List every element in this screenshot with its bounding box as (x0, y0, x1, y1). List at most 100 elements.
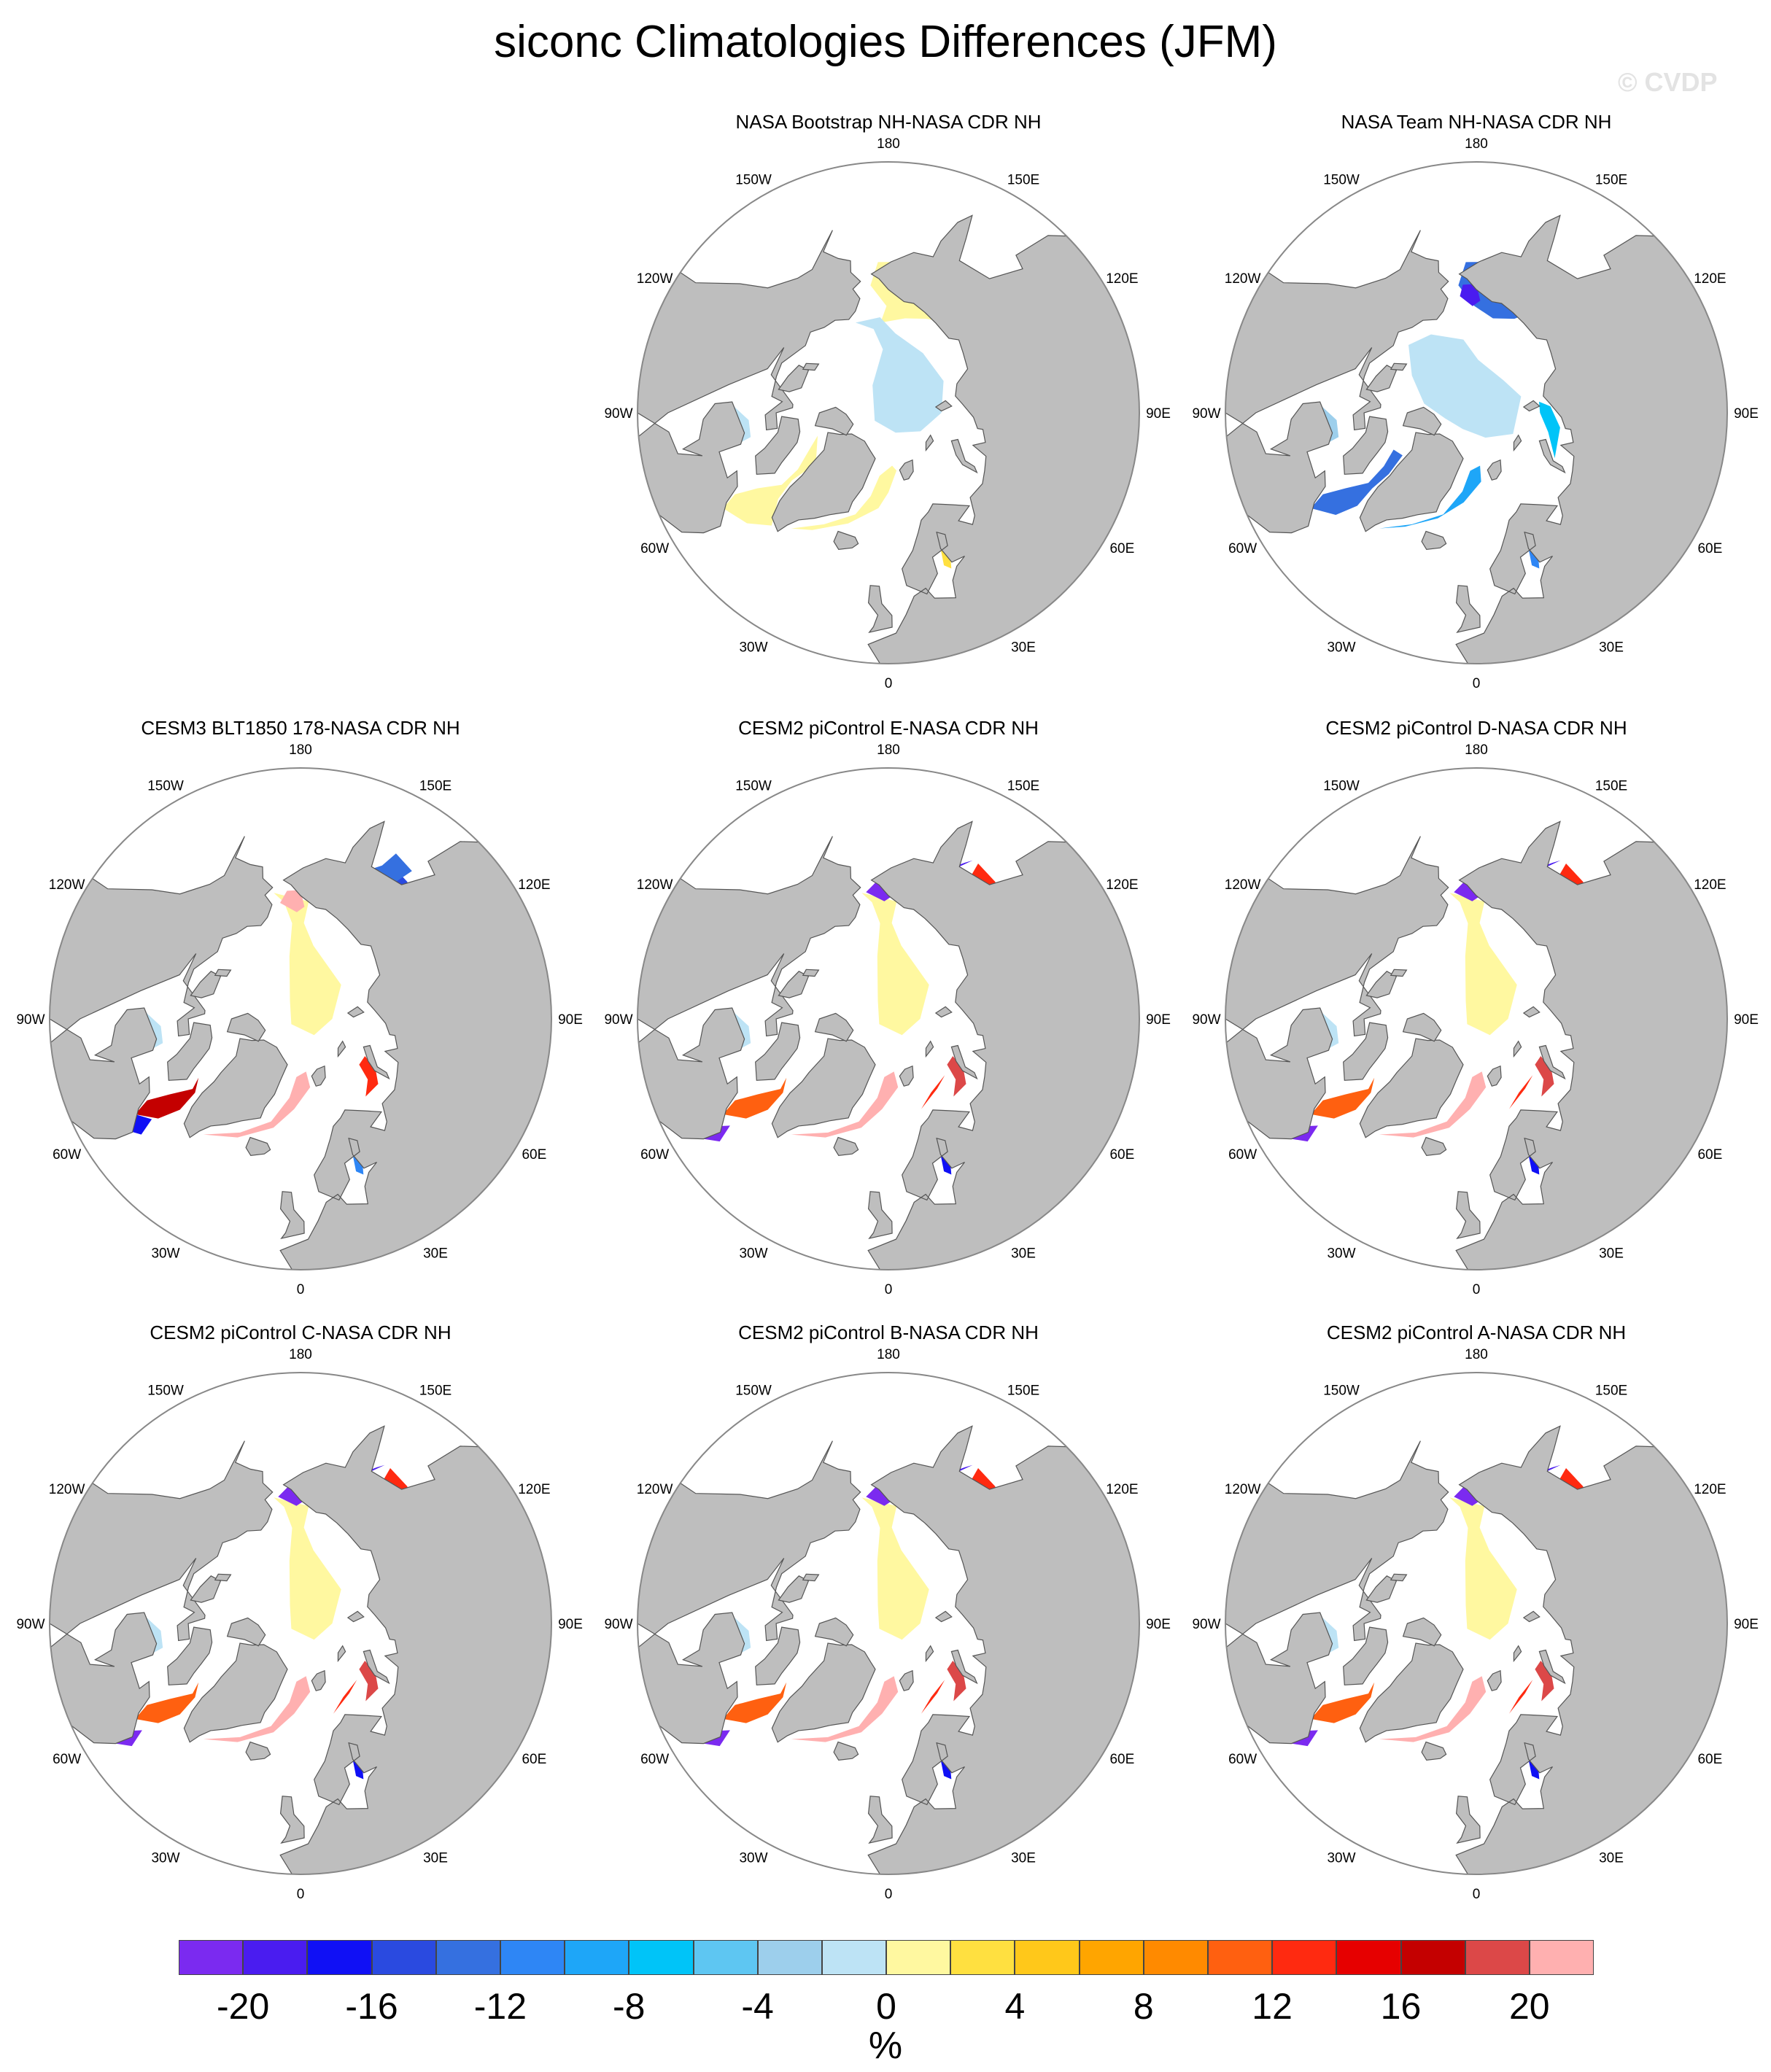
map-boundary (1225, 767, 1728, 1270)
sea-ice-difference-region (791, 465, 897, 530)
longitude-label: 90E (1146, 406, 1171, 422)
land-victoria (778, 1575, 810, 1603)
longitude-label: 120E (1694, 271, 1726, 287)
land-namerica (638, 836, 861, 1140)
land-ellesmere (814, 406, 854, 436)
land-franzjosef (1513, 1040, 1522, 1058)
longitude-label: 30W (151, 1850, 179, 1866)
land-namerica (1225, 836, 1449, 1140)
land-iceland (1421, 530, 1447, 551)
land-franzjosef (925, 1040, 934, 1058)
sea-ice-difference-region (947, 1661, 966, 1702)
longitude-label: 180 (877, 1347, 900, 1362)
longitude-label: 90W (1192, 1012, 1220, 1028)
land-ellesmere (1402, 406, 1442, 436)
land-severnaya (346, 1006, 365, 1018)
longitude-label: 120W (1225, 271, 1261, 287)
land-namerica (638, 1440, 861, 1745)
page-title: siconc Climatologies Differences (JFM) (494, 17, 1277, 67)
longitude-label: 0 (885, 676, 893, 691)
longitude-label: 90W (604, 406, 632, 422)
colorbar-swatch (371, 1940, 436, 1975)
longitude-label: 30W (739, 640, 767, 655)
sea-ice-difference-region (359, 1661, 379, 1702)
land-iceland (833, 530, 859, 551)
panel-title: CESM2 piControl A-NASA CDR NH (1326, 1322, 1627, 1343)
longitude-label: 120E (1694, 877, 1726, 893)
land-ellesmere (814, 1617, 854, 1647)
land-novaya (950, 1649, 978, 1685)
longitude-label: 60W (1228, 1147, 1257, 1163)
land-severnaya (1522, 400, 1541, 412)
land-baffin (1343, 416, 1389, 475)
longitude-label: 60E (522, 1752, 546, 1767)
land-iceland (1421, 1741, 1447, 1761)
land-iceland (1421, 1136, 1447, 1157)
panel-title: CESM2 piControl B-NASA CDR NH (738, 1322, 1039, 1343)
longitude-label: 120E (1106, 1482, 1138, 1497)
sea-ice-difference-region (274, 893, 341, 1036)
land-victoria (1365, 365, 1398, 392)
sea-ice-difference-region (135, 1682, 199, 1723)
map-boundary (637, 1372, 1140, 1875)
longitude-label: 60E (1697, 1752, 1722, 1767)
longitude-label: 150W (1323, 1384, 1360, 1399)
land-franzjosef (337, 1645, 346, 1663)
sea-ice-difference-region (274, 1497, 341, 1640)
colorbar-tick-label: -16 (345, 1986, 398, 2027)
sea-ice-difference-region (856, 317, 944, 433)
land-svalbard (899, 1065, 914, 1087)
longitude-label: 120W (1225, 1482, 1261, 1497)
longitude-label: 180 (877, 742, 900, 758)
longitude-label: 150W (147, 1384, 184, 1399)
longitude-label: 60E (1109, 541, 1134, 556)
land-victoria (778, 365, 810, 392)
panel-title: CESM2 piControl C-NASA CDR NH (150, 1322, 452, 1343)
colorbar-swatch (307, 1940, 372, 1975)
sea-ice-difference-region (280, 890, 305, 912)
longitude-label: 180 (877, 136, 900, 152)
sea-ice-difference-region (861, 1497, 929, 1640)
land-namerica (638, 230, 861, 534)
land-svalbard (899, 459, 914, 481)
land-ellesmere (1402, 1617, 1442, 1647)
longitude-label: 150W (735, 1384, 772, 1399)
colorbar-swatch (821, 1940, 887, 1975)
longitude-label: 90E (1734, 1617, 1759, 1632)
land-britain (867, 1796, 893, 1844)
land-severnaya (934, 400, 953, 412)
sea-ice-difference-region (1449, 1497, 1517, 1640)
land-greenland (771, 1038, 876, 1138)
land-namerica (1225, 230, 1449, 534)
sea-ice-difference-region (1535, 1056, 1554, 1097)
colorbar-swatch (757, 1940, 822, 1975)
panel-title: NASA Bootstrap NH-NASA CDR NH (735, 111, 1042, 133)
longitude-label: 150E (1595, 173, 1627, 188)
colorbar-swatch (950, 1940, 1015, 1975)
land-ellesmere (226, 1617, 266, 1647)
panel-title: CESM2 piControl D-NASA CDR NH (1325, 717, 1627, 739)
longitude-label: 60W (640, 1752, 669, 1767)
land-ellesmere (1402, 1012, 1442, 1042)
longitude-label: 120W (637, 877, 673, 893)
longitude-label: 120E (518, 877, 550, 893)
land-banks (1390, 362, 1408, 371)
land-victoria (1365, 1575, 1398, 1603)
land-baffin (1343, 1022, 1389, 1081)
longitude-label: 60W (640, 1147, 669, 1163)
longitude-label: 90E (558, 1617, 583, 1632)
land-severnaya (346, 1610, 365, 1623)
longitude-label: 30E (1011, 1850, 1036, 1866)
longitude-label: 30E (1011, 640, 1036, 655)
longitude-label: 0 (1473, 1887, 1481, 1902)
land-severnaya (1522, 1006, 1541, 1018)
land-iceland (245, 1741, 271, 1761)
sea-ice-difference-region (1379, 1676, 1487, 1742)
longitude-label: 0 (297, 1887, 305, 1902)
longitude-label: 30W (739, 1850, 767, 1866)
sea-ice-difference-region (1509, 1075, 1533, 1109)
sea-ice-difference-region (1379, 1071, 1487, 1138)
longitude-label: 30W (739, 1246, 767, 1261)
land-britain (279, 1191, 305, 1240)
land-banks (802, 969, 820, 977)
